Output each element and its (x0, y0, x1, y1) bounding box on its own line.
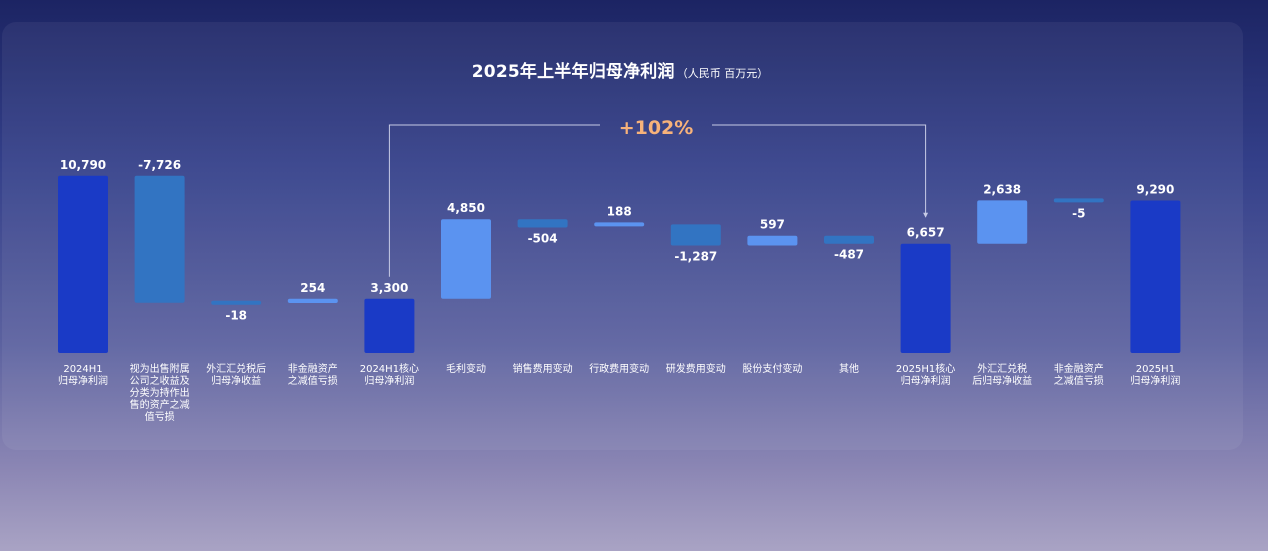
bar-2 (211, 300, 262, 305)
category-label-7: 行政费用变动 (589, 364, 650, 375)
category-label-4: 2024H1核心 归母净利润 (359, 364, 420, 387)
chart-panel (2, 22, 1243, 450)
bar-14 (1130, 200, 1181, 353)
value-label-7: 188 (607, 204, 632, 218)
bar-13 (1053, 198, 1104, 203)
category-label-6: 销售费用变动 (512, 364, 573, 375)
value-label-9: 597 (760, 218, 785, 232)
value-label-13: -5 (1072, 206, 1085, 220)
bar-5 (441, 219, 491, 299)
category-label-2: 外汇汇兑税后 归母净收益 (206, 364, 267, 387)
category-label-8: 研发费用变动 (665, 364, 726, 375)
connector-right (712, 124, 927, 217)
bar-11 (900, 243, 951, 353)
chart-title: 2025年上半年归母净利润 （人民币 百万元） (0, 57, 1240, 82)
growth-connector (388, 124, 929, 277)
category-label-14: 2025H1 归母净利润 (1130, 364, 1181, 387)
value-label-6: -504 (528, 232, 558, 246)
bar-8 (670, 224, 721, 246)
value-label-2: -18 (225, 309, 247, 323)
value-label-14: 9,290 (1136, 183, 1174, 197)
bar-3 (287, 298, 338, 303)
value-label-8: -1,287 (674, 250, 717, 264)
chart-title-main: 2025年上半年归母净利润 (471, 62, 675, 82)
bar-7 (594, 222, 645, 227)
value-label-4: 3,300 (370, 281, 408, 295)
category-label-9: 股份支付变动 (742, 364, 803, 375)
value-label-3: 254 (300, 281, 325, 295)
bar-12 (977, 200, 1028, 244)
category-label-12: 外汇汇兑税 后归母净收益 (972, 364, 1033, 387)
value-label-10: -487 (834, 248, 864, 262)
category-label-5: 毛利变动 (446, 364, 486, 375)
bar-0 (58, 175, 108, 353)
bar-10 (824, 235, 874, 244)
category-label-3: 非金融资产 之减值亏损 (287, 364, 338, 387)
growth-annotation: +102% (618, 117, 694, 139)
category-label-13: 非金融资产 之减值亏损 (1053, 364, 1104, 387)
value-label-12: 2,638 (983, 182, 1021, 196)
value-label-1: -7,726 (138, 158, 181, 172)
category-label-11: 2025H1核心 归母净利润 (895, 364, 956, 387)
bar-1 (134, 175, 185, 303)
category-label-1: 视为出售附属 公司之收益及 分类为持作出 售的资产之减 值亏损 (129, 364, 190, 423)
value-label-5: 4,850 (447, 201, 485, 215)
connector-left (388, 124, 600, 277)
bar-9 (747, 235, 798, 246)
bar-6 (517, 219, 568, 228)
chart-title-unit: （人民币 百万元） (676, 67, 769, 80)
connector-arrowhead (923, 212, 929, 218)
category-label-10: 其他 (839, 364, 859, 375)
category-label-0: 2024H1 归母净利润 (58, 364, 108, 387)
bars-group (58, 175, 1181, 353)
value-label-11: 6,657 (907, 226, 945, 240)
value-label-0: 10,790 (60, 158, 106, 172)
bar-4 (364, 298, 415, 353)
value-labels-group: 10,790 -7,726 -18 254 3,300 4,850 -504 188 -1,28… (60, 158, 1175, 323)
